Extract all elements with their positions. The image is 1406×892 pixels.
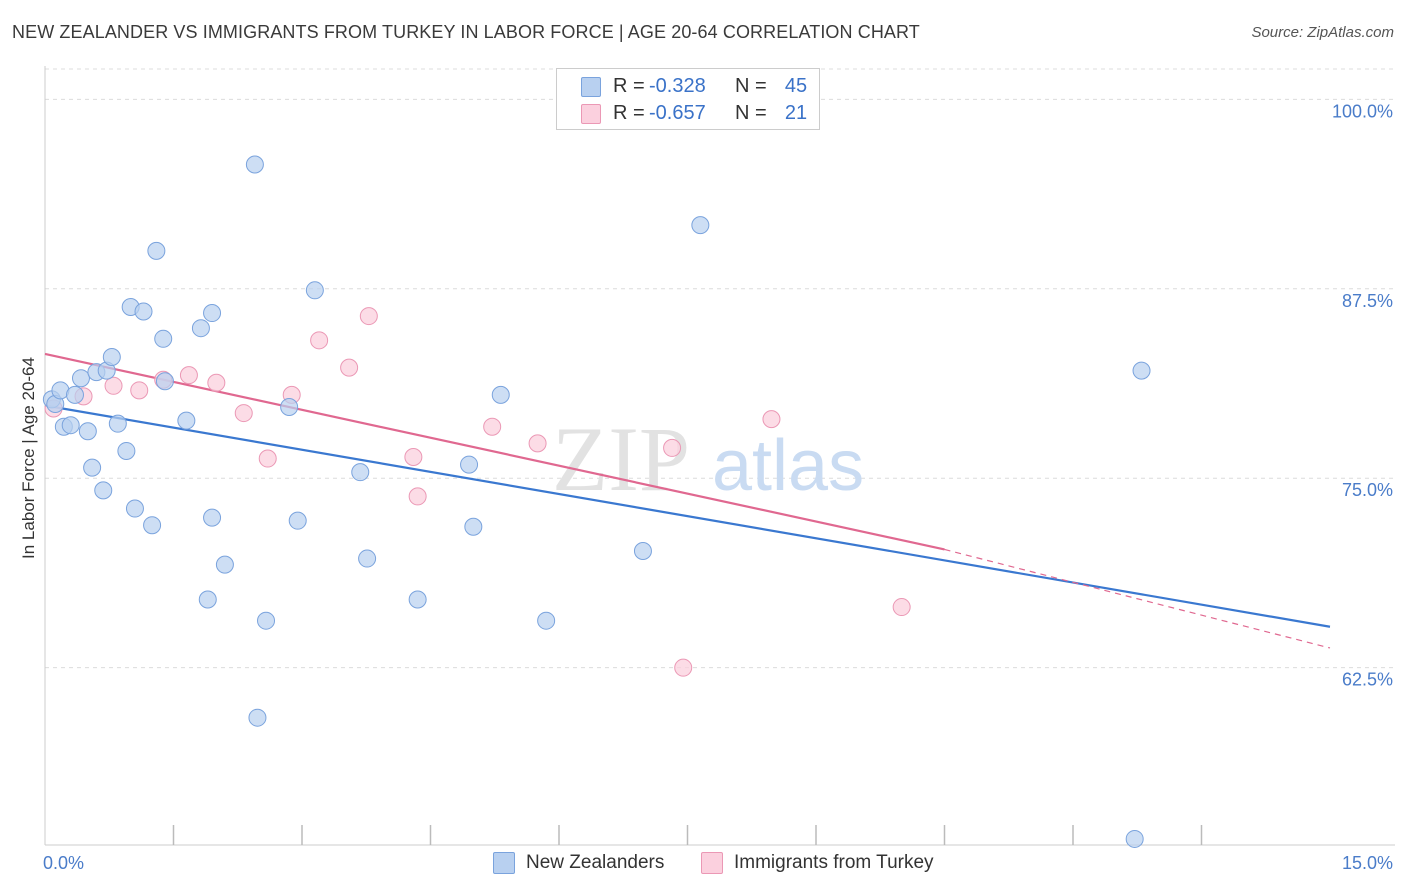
point-new-zealanders bbox=[1132, 361, 1151, 380]
point-new-zealanders bbox=[248, 708, 267, 727]
point-new-zealanders bbox=[464, 517, 483, 536]
point-immigrants-from-turkey bbox=[258, 449, 277, 468]
point-new-zealanders bbox=[203, 304, 222, 323]
point-new-zealanders bbox=[351, 463, 370, 482]
point-new-zealanders bbox=[143, 516, 162, 535]
legend-r-value: -0.657 bbox=[649, 102, 706, 124]
legend-n-value: 45 bbox=[784, 75, 808, 97]
points-layer bbox=[42, 155, 1151, 848]
point-immigrants-from-turkey bbox=[762, 410, 781, 429]
point-new-zealanders bbox=[134, 302, 153, 321]
point-new-zealanders bbox=[358, 549, 377, 568]
point-new-zealanders bbox=[94, 481, 113, 500]
point-immigrants-from-turkey bbox=[207, 373, 226, 392]
trend-line-new-zealanders bbox=[44, 404, 1331, 628]
point-immigrants-from-turkey bbox=[528, 434, 547, 453]
point-immigrants-from-turkey bbox=[483, 417, 502, 436]
watermark-atlas: atlas bbox=[712, 426, 864, 506]
point-new-zealanders bbox=[198, 590, 217, 609]
point-new-zealanders bbox=[125, 499, 144, 518]
point-immigrants-from-turkey bbox=[359, 307, 378, 326]
point-new-zealanders bbox=[65, 385, 84, 404]
legend-n-label: N = bbox=[735, 102, 767, 124]
correlation-legend: R = -0.328 N = 45 R = -0.657 N = 21 bbox=[556, 68, 820, 130]
point-new-zealanders bbox=[117, 441, 136, 460]
point-new-zealanders bbox=[257, 611, 276, 630]
point-new-zealanders bbox=[203, 508, 222, 527]
point-immigrants-from-turkey bbox=[130, 381, 149, 400]
point-new-zealanders bbox=[78, 422, 97, 441]
point-immigrants-from-turkey bbox=[663, 438, 682, 457]
y-axis-label: In Labor Force | Age 20-64 bbox=[19, 357, 38, 559]
point-immigrants-from-turkey bbox=[408, 487, 427, 506]
point-immigrants-from-turkey bbox=[179, 366, 198, 385]
point-new-zealanders bbox=[1125, 829, 1144, 848]
trend-layer bbox=[44, 352, 1331, 649]
point-immigrants-from-turkey bbox=[104, 376, 123, 395]
trend-line-immigrants-from-turkey bbox=[44, 352, 945, 551]
point-new-zealanders bbox=[460, 455, 479, 474]
point-immigrants-from-turkey bbox=[404, 448, 423, 467]
point-new-zealanders bbox=[280, 398, 299, 417]
y-tick-label: 75.0% bbox=[1342, 480, 1393, 500]
x-tick-label: 0.0% bbox=[43, 853, 84, 873]
tick-label-layer: 62.5% 75.0% 87.5% 100.0% 0.0% 15.0% bbox=[43, 101, 1393, 873]
point-new-zealanders bbox=[537, 611, 556, 630]
point-new-zealanders bbox=[408, 590, 427, 609]
point-new-zealanders bbox=[491, 385, 510, 404]
legend-n-value: 21 bbox=[784, 102, 808, 124]
point-immigrants-from-turkey bbox=[674, 658, 693, 677]
legend-r-label: R = bbox=[613, 75, 645, 97]
point-immigrants-from-turkey bbox=[310, 331, 329, 350]
point-new-zealanders bbox=[83, 458, 102, 477]
point-new-zealanders bbox=[215, 555, 234, 574]
x-tick-label: 15.0% bbox=[1342, 853, 1393, 873]
point-immigrants-from-turkey bbox=[340, 358, 359, 377]
bottom-legend-label: Immigrants from Turkey bbox=[734, 852, 934, 873]
bottom-legend-swatch-blue bbox=[493, 852, 515, 874]
point-new-zealanders bbox=[288, 511, 307, 530]
point-new-zealanders bbox=[155, 372, 174, 391]
legend-n-label: N = bbox=[735, 75, 767, 97]
y-tick-label: 62.5% bbox=[1342, 670, 1393, 690]
point-new-zealanders bbox=[147, 241, 166, 260]
legend-swatch-blue bbox=[581, 77, 601, 97]
legend-r-label: R = bbox=[613, 102, 645, 124]
point-new-zealanders bbox=[305, 281, 324, 300]
watermark-zip: ZIP bbox=[552, 408, 690, 510]
y-tick-label: 87.5% bbox=[1342, 291, 1393, 311]
point-new-zealanders bbox=[191, 319, 210, 338]
point-new-zealanders bbox=[108, 414, 127, 433]
legend-swatch-pink bbox=[581, 104, 601, 124]
watermark: ZIP atlas bbox=[552, 408, 864, 510]
point-new-zealanders bbox=[177, 411, 196, 430]
point-new-zealanders bbox=[154, 329, 173, 348]
trend-line-immigrants-from-turkey-extension bbox=[944, 548, 1331, 649]
bottom-legend-swatch-pink bbox=[701, 852, 723, 874]
legend-r-value: -0.328 bbox=[649, 75, 706, 97]
source-label: Source: ZipAtlas.com bbox=[1251, 24, 1394, 41]
bottom-legend-label: New Zealanders bbox=[526, 852, 665, 873]
point-new-zealanders bbox=[71, 369, 90, 388]
point-new-zealanders bbox=[691, 216, 710, 235]
point-new-zealanders bbox=[633, 541, 652, 560]
point-new-zealanders bbox=[245, 155, 264, 174]
point-immigrants-from-turkey bbox=[234, 404, 253, 423]
y-tick-label: 100.0% bbox=[1332, 101, 1393, 121]
point-new-zealanders bbox=[102, 347, 121, 366]
point-new-zealanders bbox=[61, 416, 80, 435]
point-immigrants-from-turkey bbox=[892, 598, 911, 617]
chart-title: NEW ZEALANDER VS IMMIGRANTS FROM TURKEY … bbox=[12, 22, 920, 42]
axis-layer bbox=[44, 66, 1395, 846]
grid-layer bbox=[45, 68, 1395, 669]
